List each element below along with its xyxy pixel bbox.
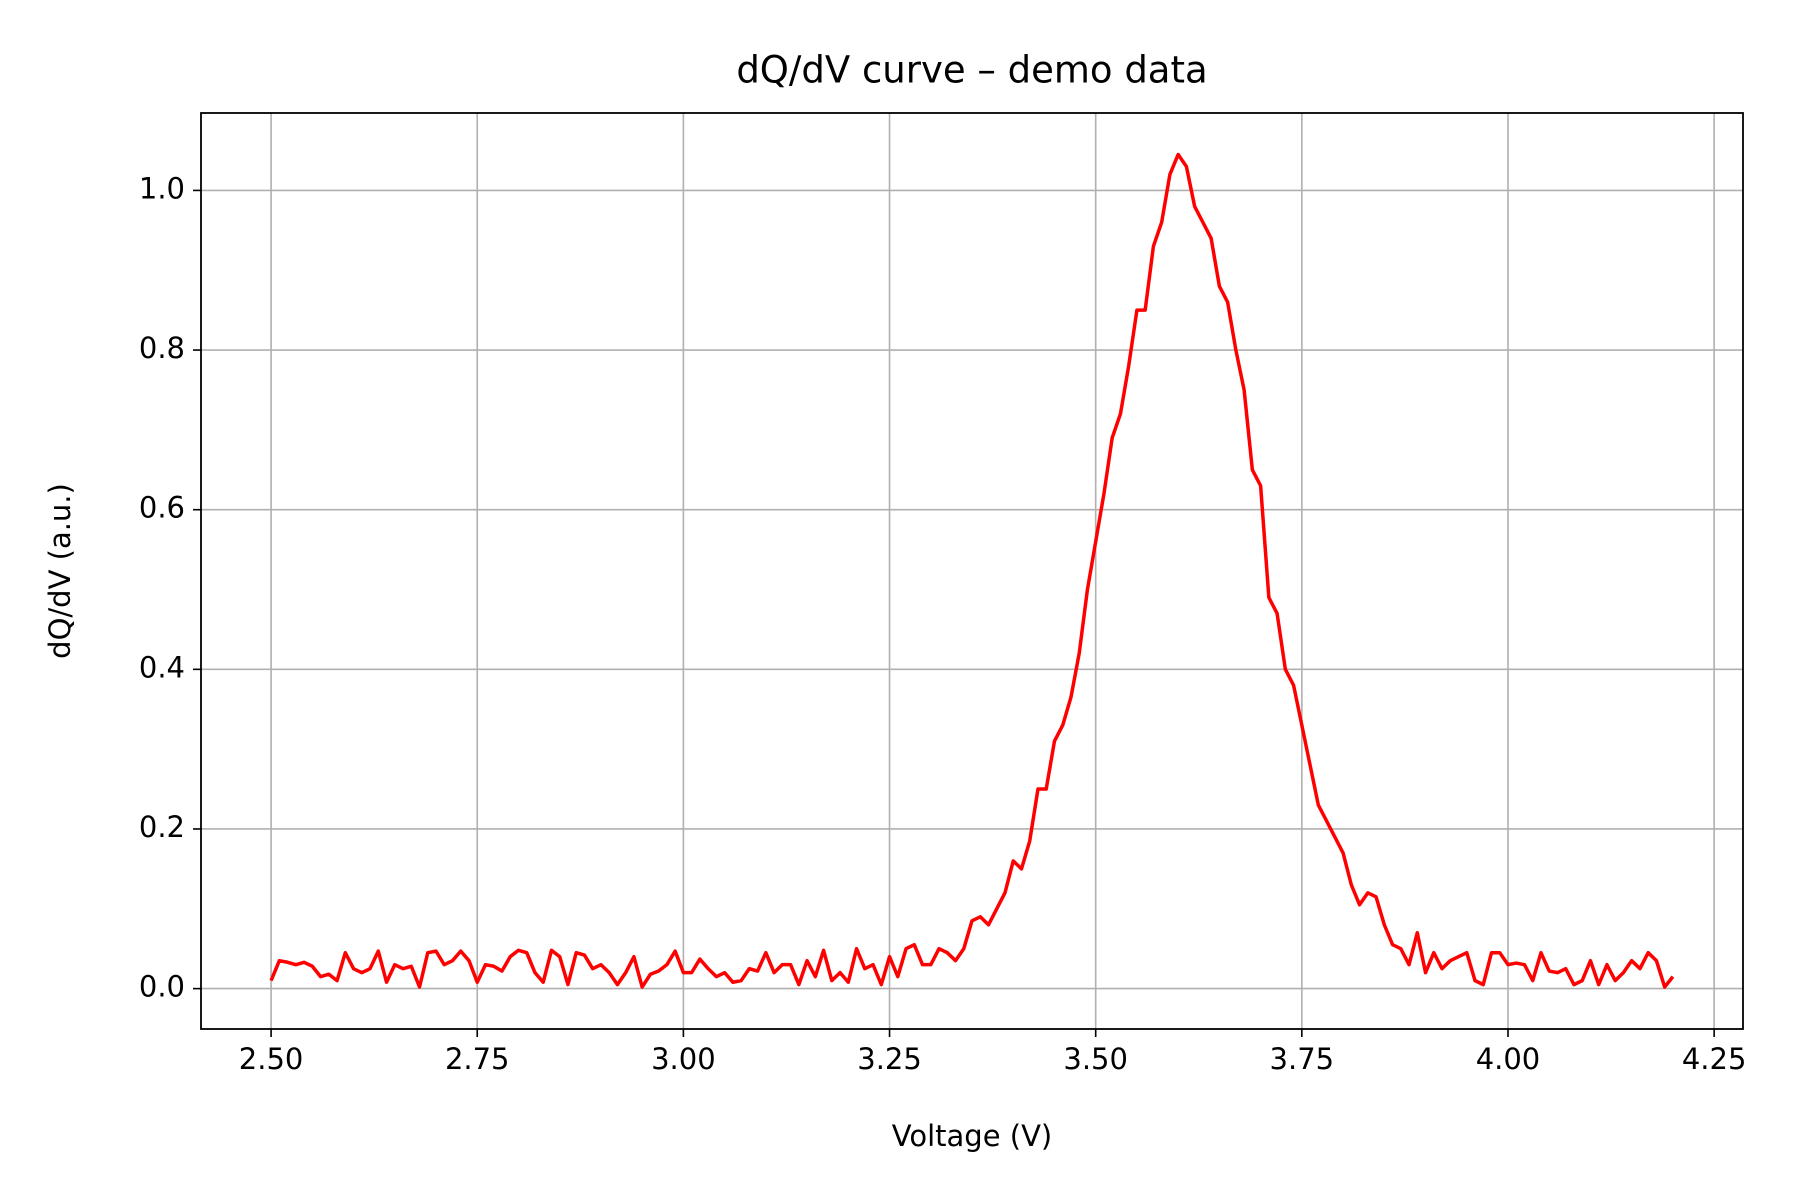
x-tick-label: 3.50 — [1063, 1042, 1128, 1076]
x-tick-label: 3.25 — [857, 1042, 922, 1076]
x-tick-label: 4.00 — [1476, 1042, 1541, 1076]
x-tick-label: 4.25 — [1682, 1042, 1747, 1076]
x-tick-label: 3.75 — [1270, 1042, 1335, 1076]
y-tick-label: 1.0 — [139, 171, 185, 205]
y-tick-label: 0.8 — [139, 331, 185, 365]
y-tick-label: 0.2 — [139, 810, 185, 844]
x-axis-label: Voltage (V) — [892, 1119, 1052, 1153]
y-tick-label: 0.4 — [139, 650, 185, 684]
y-tick-label: 0.0 — [139, 970, 185, 1004]
x-tick-label: 2.75 — [445, 1042, 510, 1076]
y-axis-label: dQ/dV (a.u.) — [43, 483, 77, 659]
x-tick-label: 3.00 — [651, 1042, 716, 1076]
chart-title: dQ/dV curve – demo data — [736, 49, 1207, 92]
data-line — [269, 152, 1675, 989]
plot-frame — [200, 112, 1744, 1030]
y-tick-label: 0.6 — [139, 491, 185, 525]
x-tick-label: 2.50 — [239, 1042, 304, 1076]
